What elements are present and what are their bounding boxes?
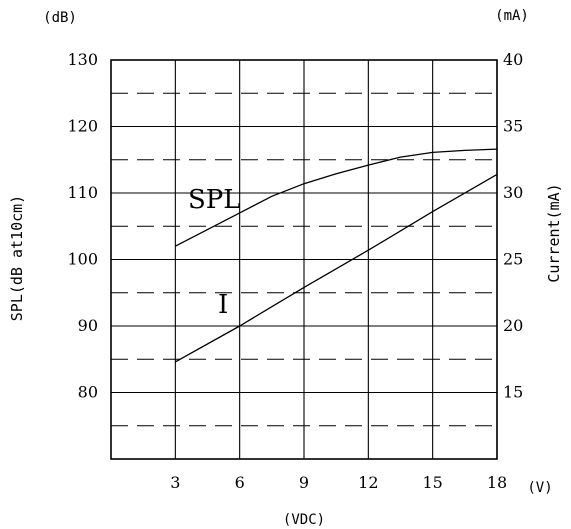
y-left-tick-label: 130 <box>67 50 98 69</box>
series-line-spl <box>175 148 498 247</box>
curves <box>174 148 498 363</box>
x-tick-label: 3 <box>170 473 180 492</box>
series-line-i <box>174 173 498 363</box>
series-label-i: I <box>218 290 228 320</box>
x-tick-label: 9 <box>299 473 309 492</box>
y-right-tick-label: 20 <box>503 316 523 335</box>
x-tick-label: 6 <box>235 473 245 492</box>
plot-frame <box>110 59 498 460</box>
x-axis-title: (VDC) <box>283 512 325 528</box>
y-left-tick-label: 100 <box>67 250 98 269</box>
y-left-tick-label: 120 <box>67 117 98 136</box>
y-left-tick-label: 90 <box>78 316 98 335</box>
x-tick-label: 12 <box>358 473 378 492</box>
right-axis-title: Current(mA) <box>545 183 563 282</box>
grid <box>111 59 498 460</box>
series-label-spl: SPL <box>188 185 241 215</box>
tick-labels: 3 6 9 12 15 18 80 90 100 110 120 130 15 20 25 30 35 40 <box>67 50 523 492</box>
y-right-tick-label: 25 <box>503 250 523 269</box>
x-axis-unit: (V) <box>527 480 552 496</box>
x-tick-label: 15 <box>422 473 442 492</box>
right-axis-unit: (mA) <box>495 8 529 24</box>
y-right-tick-label: 15 <box>503 383 523 402</box>
left-axis-title: SPL(dB at10cm) <box>8 195 26 321</box>
left-axis-unit: (dB) <box>43 10 77 26</box>
x-tick-label: 18 <box>487 473 507 492</box>
y-left-tick-label: 80 <box>78 383 98 402</box>
y-right-tick-label: 35 <box>503 117 523 136</box>
y-left-tick-label: 110 <box>67 183 98 202</box>
y-right-tick-label: 30 <box>503 183 523 202</box>
y-right-tick-label: 40 <box>503 50 523 69</box>
